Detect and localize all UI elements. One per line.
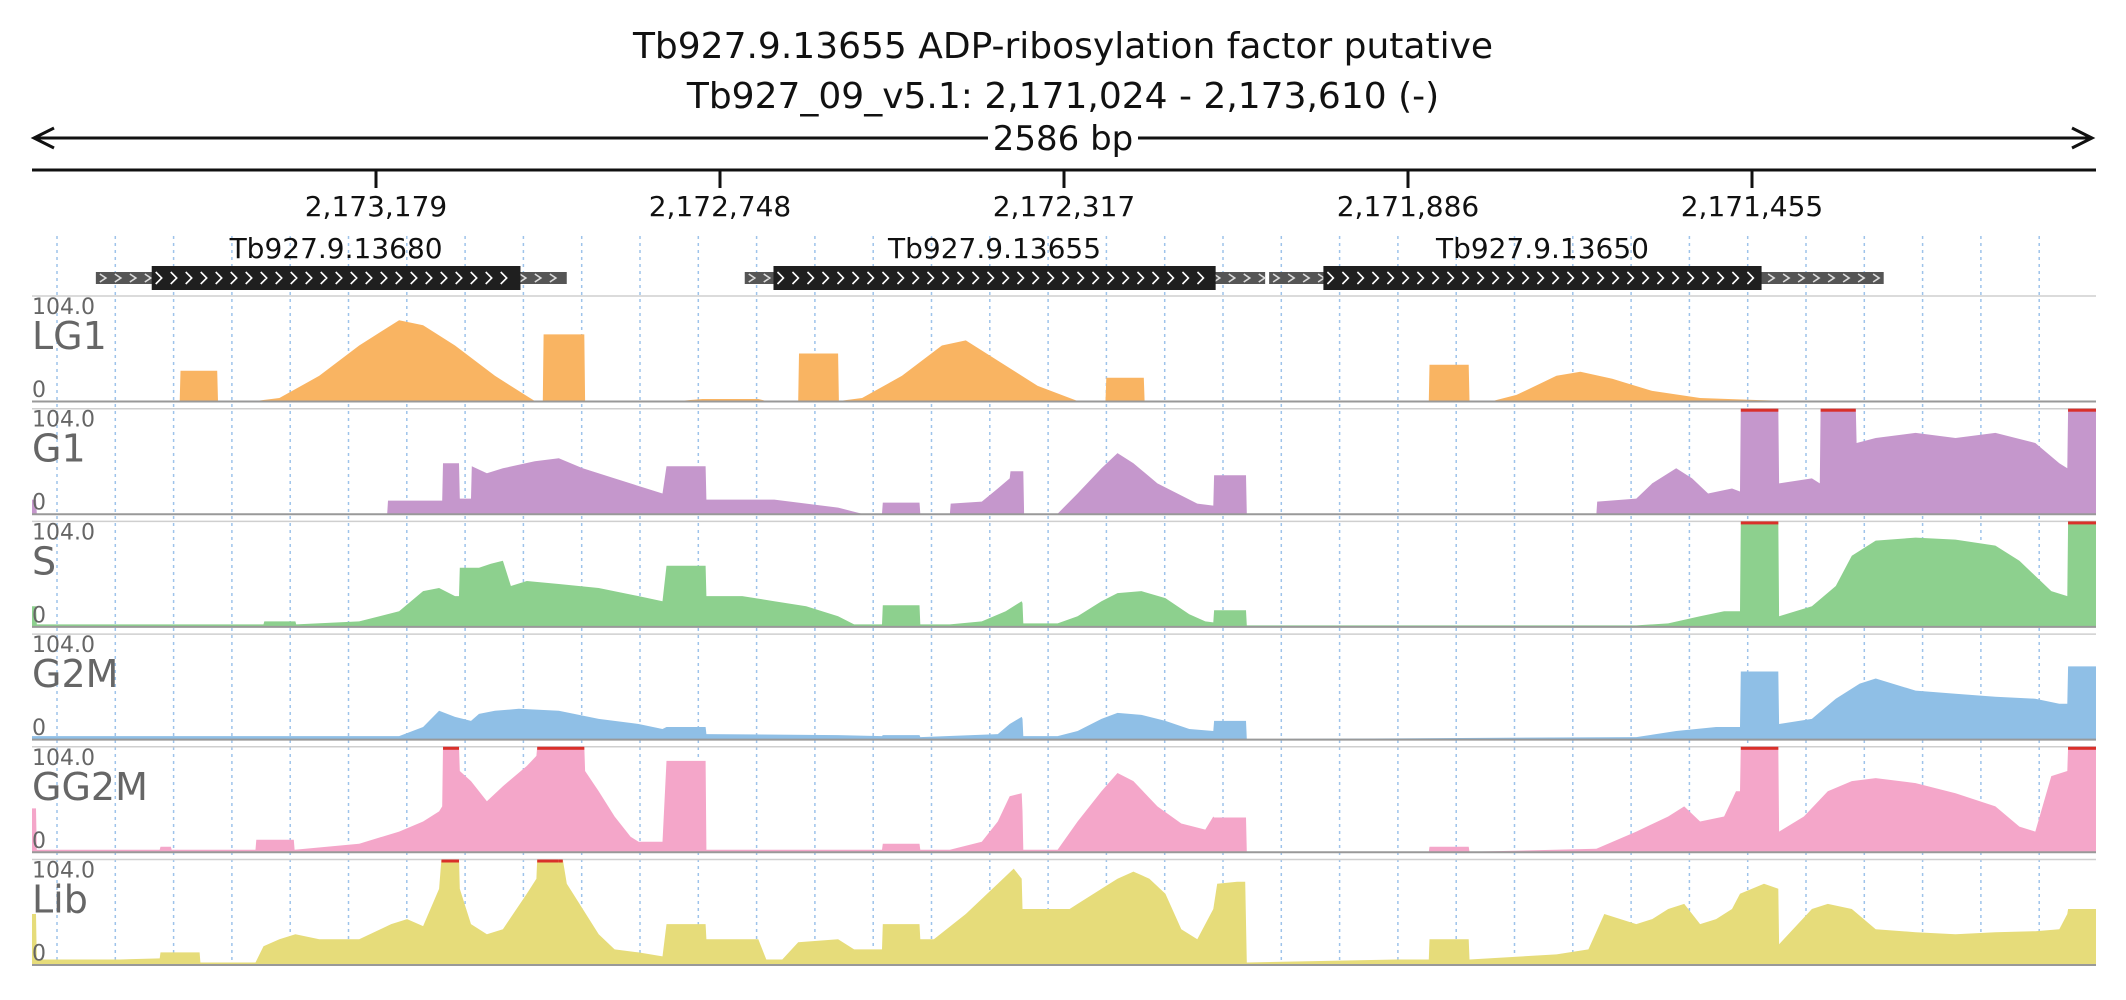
track-label: GG2M [32, 765, 148, 809]
track-label: G2M [32, 652, 118, 696]
saturation-marker [2068, 521, 2096, 525]
coverage-area [32, 746, 2096, 852]
y-min-label: 0 [32, 829, 46, 854]
strand-chevrons [1326, 271, 1755, 285]
span-arrowhead-left [30, 126, 55, 150]
ruler-tick-label: 2,173,179 [305, 190, 448, 223]
strand-chevrons [155, 271, 508, 285]
y-max-label: 104.0 [32, 746, 95, 771]
y-max-label: 104.0 [32, 408, 95, 433]
span-length-label: 2586 bp [993, 119, 1134, 159]
ruler-tick-label: 2,171,886 [1337, 190, 1480, 223]
saturation-marker [1740, 746, 1779, 750]
y-max-label: 104.0 [32, 633, 95, 658]
track-label: S [32, 539, 56, 583]
strand-chevrons [776, 271, 1205, 285]
coverage-area [32, 408, 2096, 514]
saturation-marker [558, 859, 563, 863]
gene-label: Tb927.9.13655 [887, 232, 1101, 265]
coordinate-ruler: 2,173,179 2,172,748 2,172,317 2,171,886 2,17… [32, 168, 2096, 223]
track-label: G1 [32, 427, 86, 471]
span-arrow [30, 126, 2096, 150]
chart-title: Tb927.9.13655 ADP-ribosylation factor pu… [632, 26, 1493, 67]
gene-annotation-track: Tb927.9.13680 Tb927.9.13655 Tb927.9.13650 [95, 232, 1884, 290]
coverage-area [32, 859, 2096, 965]
saturation-marker [443, 746, 460, 750]
ruler-tick-label: 2,172,748 [649, 190, 792, 223]
coverage-track: 104.0G1 0 [32, 408, 2096, 516]
coverage-area [32, 521, 2096, 627]
gene-model: Tb927.9.13650 [1269, 232, 1884, 290]
ruler-tick-label: 2,172,317 [993, 190, 1136, 223]
gene-label: Tb927.9.13650 [1435, 232, 1649, 265]
track-label: Lib [32, 878, 88, 922]
y-max-label: 104.0 [32, 295, 95, 320]
gene-label: Tb927.9.13680 [229, 232, 443, 265]
span-arrowhead-right [2071, 126, 2096, 150]
saturation-marker [537, 859, 559, 863]
saturation-marker [1740, 521, 1779, 525]
y-min-label: 0 [32, 491, 46, 516]
coverage-track: 104.0S 0 [32, 520, 2096, 628]
saturation-marker [1740, 408, 1779, 412]
coverage-area [32, 666, 2096, 740]
chart-subtitle: Tb927_09_v5.1: 2,171,024 - 2,173,610 (-) [686, 76, 1439, 117]
saturation-marker [441, 859, 460, 863]
track-label: LG1 [32, 314, 107, 358]
saturation-marker [1820, 408, 1856, 412]
saturation-marker [537, 746, 585, 750]
y-min-label: 0 [32, 603, 46, 628]
saturation-marker [2068, 746, 2096, 750]
gene-model: Tb927.9.13680 [95, 232, 567, 290]
coverage-tracks: 104.0LG10104.0G10104.0S0104.0G2M0104.0GG… [32, 295, 2096, 967]
y-max-label: 104.0 [32, 520, 95, 545]
saturation-marker [2068, 408, 2096, 412]
coverage-area [32, 320, 2096, 401]
y-min-label: 0 [32, 716, 46, 741]
gene-model: Tb927.9.13655 [744, 232, 1267, 290]
y-min-label: 0 [32, 378, 46, 403]
gene-cds [151, 266, 521, 290]
y-max-label: 104.0 [32, 859, 95, 884]
y-min-label: 0 [32, 942, 46, 967]
ruler-tick-label: 2,171,455 [1681, 190, 1824, 223]
